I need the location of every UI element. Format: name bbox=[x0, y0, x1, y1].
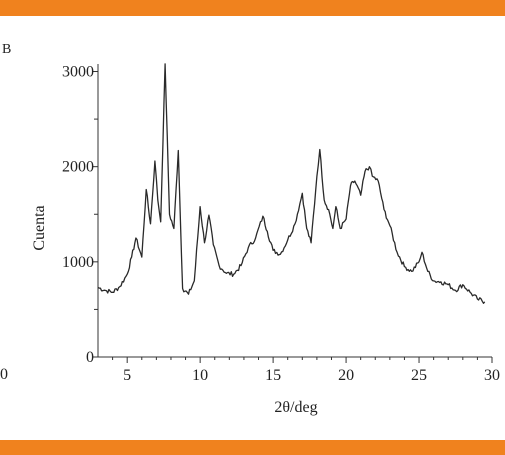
x-tick-label: 5 bbox=[123, 367, 131, 384]
y-tick-label: 2000 bbox=[62, 159, 94, 176]
x-tick-label: 20 bbox=[338, 367, 354, 384]
x-tick-label: 10 bbox=[192, 367, 208, 384]
series-trace-line bbox=[97, 63, 486, 304]
left-edge-label: 0 bbox=[0, 366, 8, 383]
chart-axes bbox=[92, 64, 493, 363]
y-tick-label: 1000 bbox=[62, 254, 94, 271]
x-tick-label: 30 bbox=[484, 367, 500, 384]
x-axis-label: 2θ/deg bbox=[274, 399, 317, 416]
x-tick-label: 25 bbox=[411, 367, 427, 384]
y-tick-labels: 0 1000 2000 3000 bbox=[62, 64, 94, 366]
bottom-band bbox=[0, 440, 505, 455]
x-tick-label: 15 bbox=[265, 367, 281, 384]
panel-label: B bbox=[2, 42, 11, 57]
y-axis-label: Cuenta bbox=[31, 205, 48, 250]
y-tick-label: 0 bbox=[86, 349, 94, 366]
x-tick-labels: 5 10 15 20 25 30 bbox=[123, 367, 500, 384]
y-tick-label: 3000 bbox=[62, 64, 94, 81]
top-band bbox=[0, 0, 505, 16]
